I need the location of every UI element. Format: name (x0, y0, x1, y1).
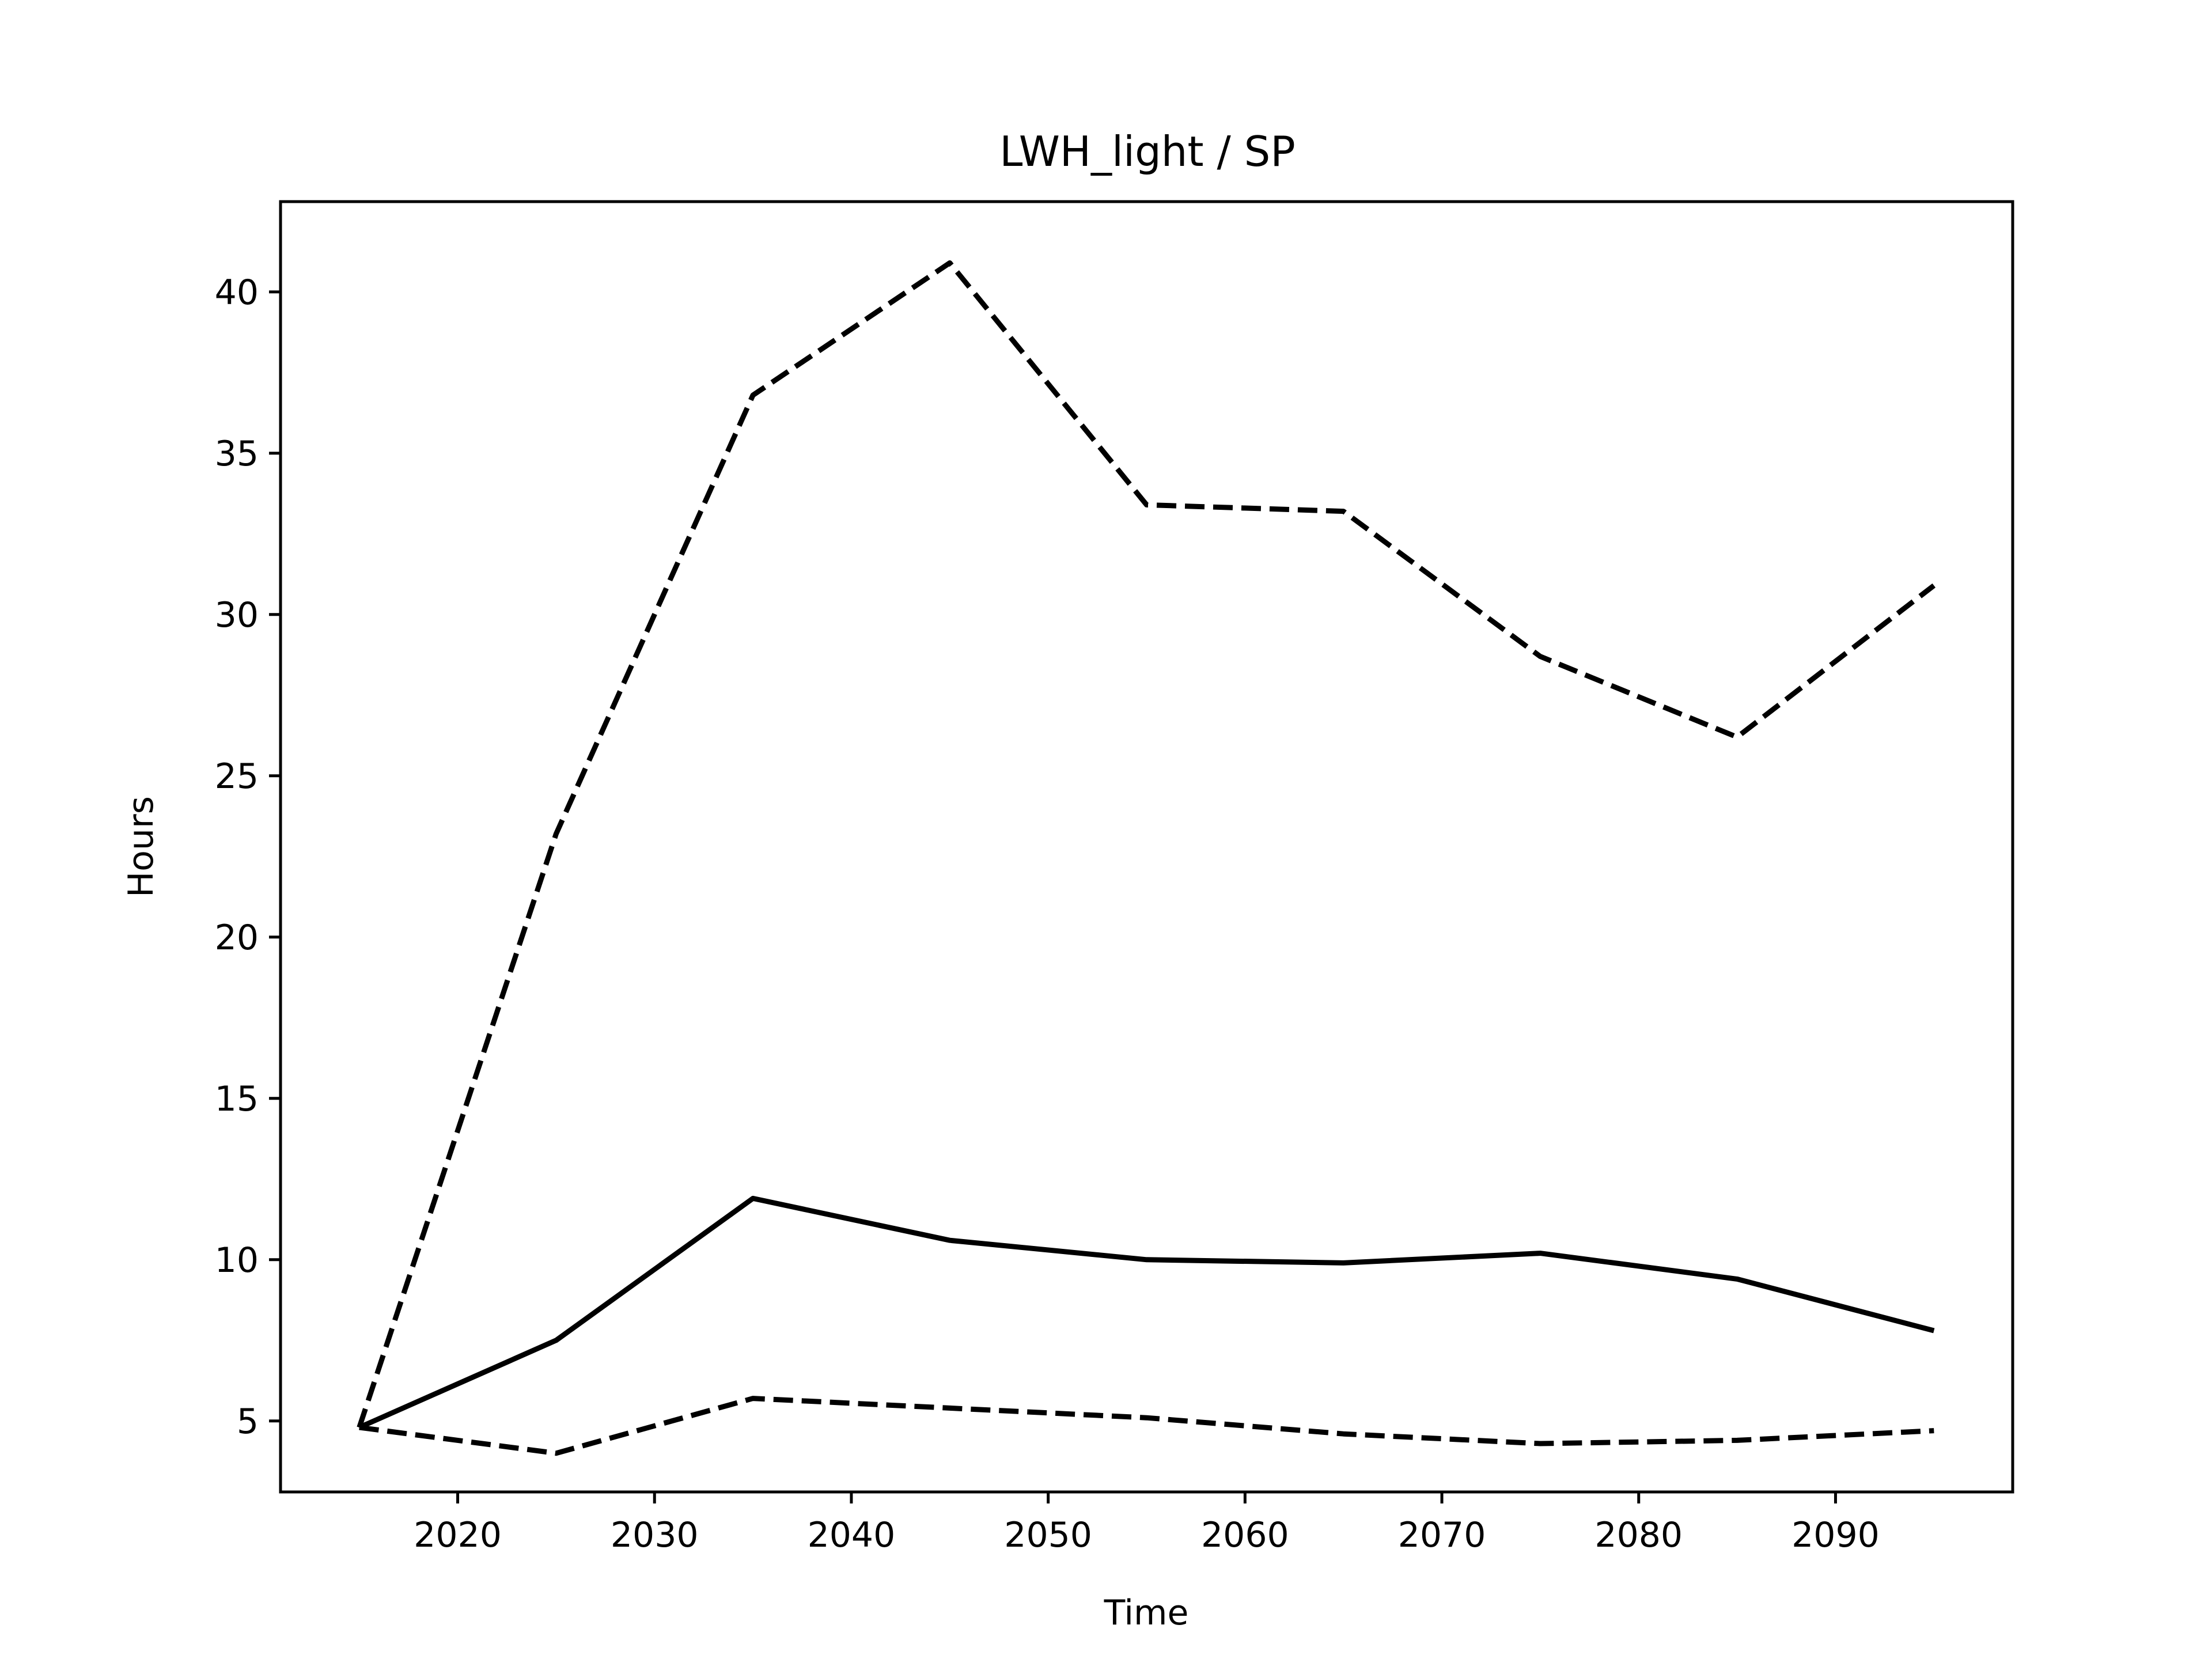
x-tick-label: 2040 (808, 1515, 896, 1555)
y-axis-ticks: 5 10 15 20 25 30 35 40 (215, 272, 281, 1442)
y-tick-label: 15 (215, 1079, 259, 1119)
x-tick-label: 2090 (1791, 1515, 1880, 1555)
y-tick-label: 30 (215, 595, 259, 635)
chart-title: LWH_light / SP (999, 127, 1296, 176)
x-tick-label: 2030 (611, 1515, 699, 1555)
y-tick-label: 35 (215, 434, 259, 474)
plot-area-frame (279, 200, 2014, 1494)
y-axis-label: Hours (121, 796, 161, 897)
x-tick-label: 2050 (1004, 1515, 1092, 1555)
x-axis-ticks: 2020 2030 2040 2050 2060 2070 2080 2090 (414, 1492, 1880, 1555)
x-tick-label: 2070 (1398, 1515, 1486, 1555)
y-tick-label: 25 (215, 756, 259, 797)
x-tick-label: 2060 (1201, 1515, 1289, 1555)
series-line-3 (359, 1396, 1934, 1456)
x-tick-label: 2080 (1594, 1515, 1683, 1555)
y-tick-label: 5 (237, 1402, 259, 1442)
x-tick-label: 2020 (414, 1515, 502, 1555)
y-tick-label: 10 (215, 1240, 259, 1281)
series-layer (357, 260, 1936, 1456)
series-line-1 (357, 260, 1936, 1429)
series-line-2 (358, 1195, 1935, 1430)
x-axis-label: Time (1104, 1593, 1189, 1633)
y-tick-label: 40 (215, 272, 259, 313)
y-tick-label: 20 (215, 918, 259, 958)
